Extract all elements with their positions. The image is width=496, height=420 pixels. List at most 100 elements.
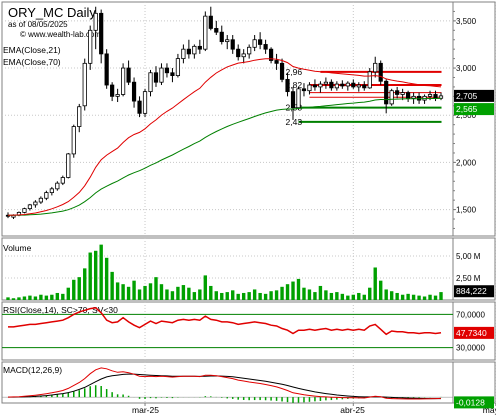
candle-down [126, 67, 131, 83]
candle-down [153, 72, 159, 83]
volume-bar [28, 295, 32, 300]
candle-up [27, 204, 33, 210]
volume-bar [39, 294, 43, 300]
volume-bar [93, 250, 98, 300]
candle-up [241, 53, 246, 58]
candle-up [88, 29, 93, 64]
volume-bar [66, 287, 70, 300]
ema-lines [7, 58, 442, 216]
rsi-badge-bg [454, 326, 494, 339]
volume-bar [165, 289, 169, 300]
candle-down [312, 84, 318, 88]
candle-down [214, 28, 219, 33]
legend-ema21: EMA(Close,21) [3, 45, 61, 55]
volume-grid [2, 255, 453, 279]
candle-up [252, 39, 257, 48]
macd-label: MACD(12,26,9) [3, 365, 62, 375]
volume-bar [252, 289, 257, 300]
volume-bar [318, 285, 323, 300]
candle-down [208, 15, 213, 29]
chart-title: ORY_MC Daily [8, 5, 96, 20]
level-label: 2,82 [286, 80, 303, 90]
macd-indicator: -0,0128 [2, 367, 494, 409]
candles [5, 6, 444, 220]
candle-down [197, 45, 202, 50]
volume-bar [126, 286, 131, 300]
volume-axis: 5,00 M 2,50 M 884,222 [454, 252, 494, 298]
panel-frames [1, 1, 496, 404]
volume-bar [373, 267, 377, 300]
candle-up [389, 90, 394, 105]
candle-down [263, 44, 268, 50]
volume-bar [379, 280, 383, 300]
legend-ema70: EMA(Close,70) [3, 57, 61, 67]
volume-bar [50, 294, 54, 300]
volume-bar [406, 293, 410, 300]
candle-down [279, 62, 285, 80]
candle-down [362, 84, 367, 89]
volume-bar [44, 295, 49, 300]
candle-up [296, 88, 301, 109]
volume-bar [351, 294, 356, 300]
volume-bar [247, 292, 251, 300]
volume-bar [307, 289, 312, 300]
candle-down [137, 100, 142, 114]
price-tick-label: 2,500 [456, 111, 477, 120]
volume-bar [143, 285, 147, 300]
candle-up [175, 58, 181, 76]
candle-up [225, 39, 230, 43]
candle-up [192, 45, 197, 55]
x-tick-label: mar-25 [132, 405, 159, 415]
candle-up [400, 92, 405, 95]
volume-bar [335, 292, 339, 300]
candle-up [82, 62, 87, 107]
volume-bar [395, 292, 399, 300]
volume-bar [22, 296, 27, 300]
candle-up [334, 83, 339, 89]
volume-bar [362, 294, 366, 300]
volume-bar [11, 298, 16, 300]
volume-bar [368, 287, 372, 300]
volume-bar [324, 290, 328, 300]
price-tick-label: 3,500 [456, 17, 477, 26]
price-tick-label: 3,000 [456, 64, 477, 73]
volume-bar [132, 280, 136, 300]
volume-bar [302, 287, 306, 300]
candle-up [115, 94, 120, 97]
watermark: © www.wealth-lab.com [20, 30, 101, 39]
volume-bars [6, 244, 443, 300]
macd-badge-bg [454, 396, 494, 409]
volume-bar [422, 296, 427, 300]
volume-bar [154, 277, 158, 300]
volume-bar [33, 296, 38, 300]
volume-tick-label: 5,00 M [456, 252, 481, 261]
volume-bar [99, 244, 103, 300]
volume-bar [258, 292, 262, 300]
volume-bar [115, 282, 120, 300]
volume-bar [428, 294, 432, 300]
candle-up [318, 83, 323, 88]
volume-bar [187, 287, 191, 300]
volume-bar [148, 283, 153, 300]
x-tick-label: abr-25 [340, 405, 365, 415]
candle-up [247, 46, 252, 55]
volume-bar [77, 277, 81, 300]
candle-down [164, 67, 170, 74]
volume-bar [225, 292, 229, 300]
candle-down [258, 39, 263, 45]
volume-bar [6, 297, 10, 300]
candle-up [93, 12, 98, 31]
ema70-line [8, 97, 442, 216]
candle-down [219, 31, 224, 43]
volume-badge: 884,222 [456, 286, 487, 296]
price-tick-label: 2,000 [456, 158, 477, 167]
current-price-badge-bg [454, 89, 494, 102]
volume-bar [329, 292, 334, 300]
candle-down [395, 90, 400, 95]
candle-down [268, 48, 274, 61]
rsi-tick-label: 70,0000 [456, 310, 485, 319]
candle-up [55, 182, 60, 190]
candle-up [49, 188, 54, 193]
volume-bar [88, 252, 92, 300]
volume-bar [176, 286, 180, 300]
